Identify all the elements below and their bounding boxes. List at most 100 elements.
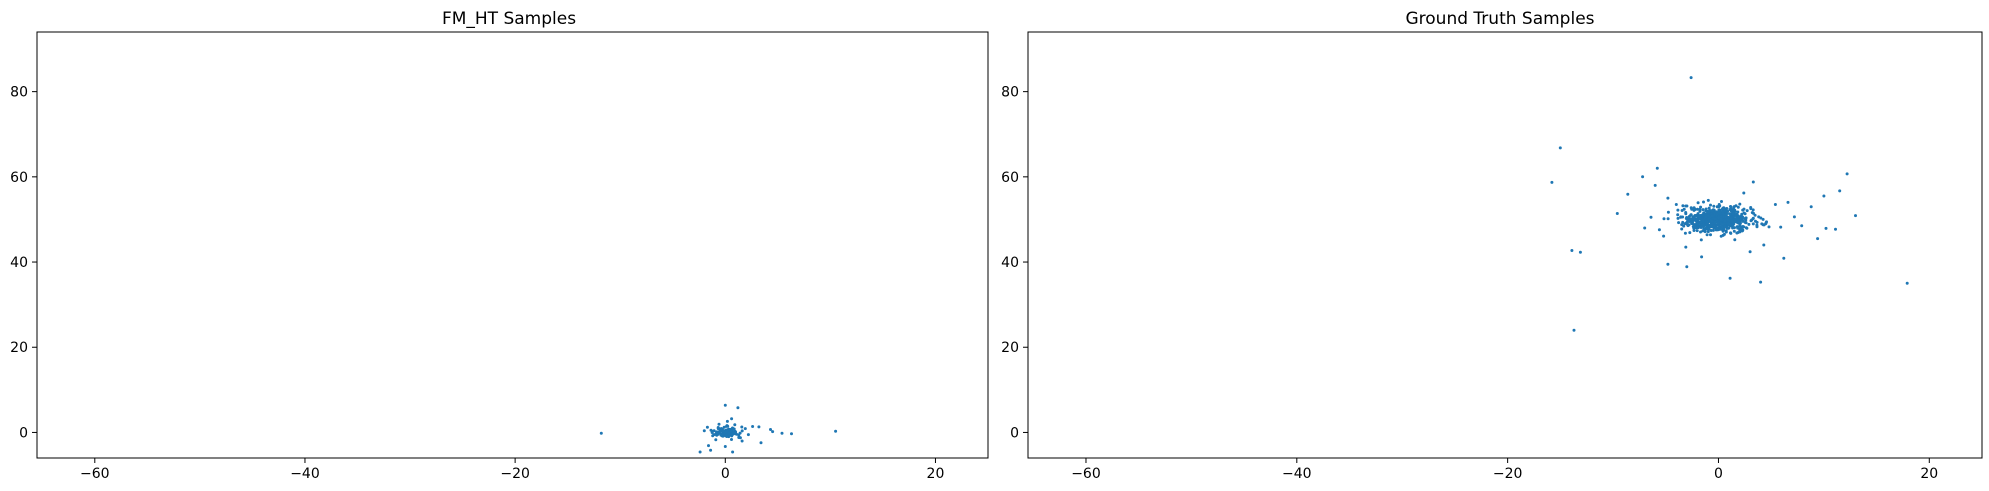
scatter-point [1719,215,1723,219]
x-tick-label: −40 [1282,466,1312,482]
scatter-point [1759,280,1763,284]
scatter-point [1727,222,1731,226]
scatter-point [1679,215,1683,219]
y-tick-label: 0 [1010,425,1019,441]
scatter-point [1681,204,1685,208]
scatter-point [1709,229,1713,232]
scatter-point [1709,203,1712,207]
scatter-point [698,450,702,454]
scatter-point [1723,225,1727,228]
y-tick-label: 0 [19,425,28,441]
scatter-point [1666,217,1670,221]
scatter-point [1709,233,1712,237]
scatter-point [723,445,727,448]
scatter-point [1696,225,1699,229]
scatter-point [1751,216,1755,220]
y-tick-label: 40 [10,255,28,271]
scatter-point [1699,230,1702,234]
scatter-point [1741,215,1745,219]
scatter-point [1702,211,1706,215]
scatter-point [1702,200,1705,204]
scatter-point [1705,222,1708,226]
tick-layer: −60 −40 −20 0 20 0 20 40 60 80 [1001,85,1938,482]
axes-frame [36,31,989,459]
x-tick-label: −60 [1071,466,1101,482]
scatter-point [743,427,747,431]
scatter-point [1736,205,1740,209]
scatter-point [1706,230,1710,234]
scatter-point [1838,189,1842,193]
scatter-point [1698,214,1702,218]
scatter-point [1742,211,1746,215]
scatter-point [707,444,710,448]
scatter-point [724,430,728,434]
scatter-point [1710,219,1714,223]
scatter-point [1743,216,1747,220]
scatter-point [1728,213,1732,216]
scatter-point [1570,249,1574,252]
scatter-point [1742,191,1746,195]
scatter-point [1762,243,1766,247]
scatter-point [1550,180,1554,184]
scatter-point [1578,250,1582,254]
scatter-point [725,419,729,423]
scatter-point [599,431,603,435]
scatter-point [1727,226,1731,230]
scatter-point [1854,214,1857,218]
scatter-point [759,441,763,445]
scatter-point [736,406,740,410]
scatter-point [1572,328,1576,332]
scatter-point [1720,225,1724,228]
scatter-point [1792,215,1796,219]
scatter-point [834,429,838,433]
scatter-point [1731,212,1735,216]
scatter-point [1704,215,1708,219]
scatter-point [1689,76,1693,80]
scatter-point [1694,218,1698,222]
scatter-point [1712,204,1716,208]
scatter-point [1693,223,1697,227]
scatter-point [1741,225,1745,228]
scatter-point [1676,213,1680,217]
scatter-point [1845,172,1849,176]
scatter-point [1809,205,1813,209]
chart-title: Ground Truth Samples [1405,9,1594,29]
scatter-point [1691,220,1694,224]
scatter-point [1735,231,1739,235]
scatter-point [702,429,706,433]
scatter-point [1703,230,1707,234]
scatter-point [1699,205,1703,209]
point-layer [1550,76,1909,332]
scatter-point [1680,223,1684,227]
scatter-point [1686,224,1690,228]
scatter-point [1708,220,1712,223]
scatter-point [1729,216,1733,220]
scatter-point [1701,229,1705,233]
scatter-point [1730,209,1734,213]
scatter-point [1700,255,1704,259]
scatter-point [735,432,738,436]
scatter-point [1696,201,1700,205]
scatter-point [1711,228,1715,232]
scatter-point [1684,245,1688,249]
scatter-point [1738,224,1742,228]
x-tick-label: −60 [80,466,110,482]
scatter-point [716,427,720,431]
scatter-point [790,432,793,436]
scatter-point [722,425,726,429]
scatter-point [1728,276,1732,280]
scatter-point [1695,207,1699,211]
scatter-point [1684,217,1688,220]
scatter-point [1690,207,1694,211]
scatter-point [1662,234,1666,238]
scatter-point [1696,222,1700,226]
scatter-point [1732,215,1736,218]
scatter-point [1717,205,1721,209]
y-tick-label: 40 [1001,255,1019,271]
scatter-point [1741,229,1744,233]
y-tick-label: 20 [1001,340,1019,356]
scatter-point [740,425,744,429]
scatter-point [719,433,723,437]
scatter-point [1724,215,1728,219]
scatter-point [1730,219,1734,223]
